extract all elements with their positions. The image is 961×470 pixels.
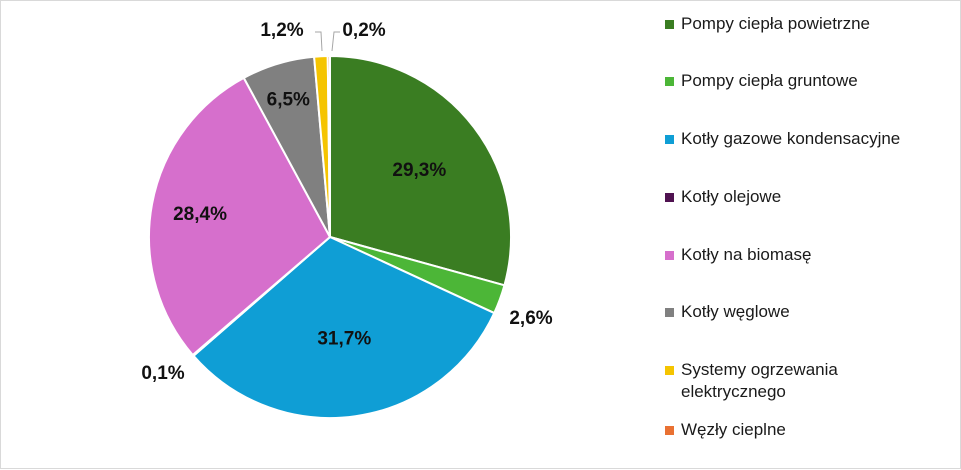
legend-item-kotly-olejowe: Kotły olejowe bbox=[665, 186, 781, 208]
legend-swatch bbox=[665, 426, 674, 435]
data-label-kotly-weglowe: 6,5% bbox=[267, 89, 310, 110]
legend-item-kotly-gazowe: Kotły gazowe kondensacyjne bbox=[665, 128, 900, 150]
legend-item-wezly-cieplne: Węzły cieplne bbox=[665, 419, 786, 441]
legend-label: Kotły olejowe bbox=[681, 187, 782, 206]
legend-swatch bbox=[665, 20, 674, 29]
legend: Pompy ciepła powietrzne Pompy ciepła gru… bbox=[665, 1, 955, 470]
data-label-pompy-ciepla-gruntowe: 2,6% bbox=[509, 308, 552, 329]
legend-item-kotly-weglowe: Kotły węglowe bbox=[665, 301, 790, 323]
legend-swatch bbox=[665, 308, 674, 317]
legend-label: Kotły na biomasę bbox=[681, 245, 812, 264]
legend-swatch bbox=[665, 193, 674, 202]
leader-line-systemy-ogrzewania-elektrycznego bbox=[315, 31, 323, 52]
pie-slice-kotly-na-biomase bbox=[148, 76, 332, 357]
pie-slice-wezly-cieplne bbox=[326, 54, 331, 238]
legend-item-kotly-biomasa: Kotły na biomasę bbox=[665, 244, 811, 266]
legend-label: Węzły cieplne bbox=[681, 420, 786, 439]
legend-label: Pompy ciepła powietrzne bbox=[681, 14, 870, 33]
legend-item-systemy-elektryczne: Systemy ogrzewania elektrycznego bbox=[665, 359, 838, 403]
pie-slice-pompy-ciepla-powietrzne bbox=[329, 54, 512, 287]
data-label-kotly-gazowe-kondensacyjne: 31,7% bbox=[317, 328, 371, 349]
legend-swatch bbox=[665, 366, 674, 375]
data-label-systemy-ogrzewania-elektrycznego: 1,2% bbox=[260, 20, 303, 41]
data-label-wezly-cieplne: 0,2% bbox=[342, 20, 385, 41]
legend-swatch bbox=[665, 135, 674, 144]
legend-label: Pompy ciepła gruntowe bbox=[681, 71, 858, 90]
data-label-kotly-na-biomase: 28,4% bbox=[173, 204, 227, 225]
legend-label: Kotły gazowe kondensacyjne bbox=[681, 129, 901, 148]
legend-swatch bbox=[665, 251, 674, 260]
data-label-kotly-olejowe: 0,1% bbox=[141, 363, 184, 384]
legend-item-pompy-powietrzne: Pompy ciepła powietrzne bbox=[665, 13, 870, 35]
data-label-pompy-ciepla-powietrzne: 29,3% bbox=[392, 160, 446, 181]
legend-label: Kotły węglowe bbox=[681, 302, 790, 321]
legend-label: Systemy ogrzewania elektrycznego bbox=[681, 360, 838, 401]
leader-line-wezly-cieplne bbox=[331, 31, 340, 52]
legend-item-pompy-gruntowe: Pompy ciepła gruntowe bbox=[665, 70, 858, 92]
legend-swatch bbox=[665, 77, 674, 86]
pie-slice-kotly-gazowe-kondensacyjne bbox=[192, 235, 496, 419]
pie-chart: 29,3% 2,6% 31,7% 0,1% 28,4% 6,5% 1,2% 0,2% bbox=[141, 20, 553, 419]
